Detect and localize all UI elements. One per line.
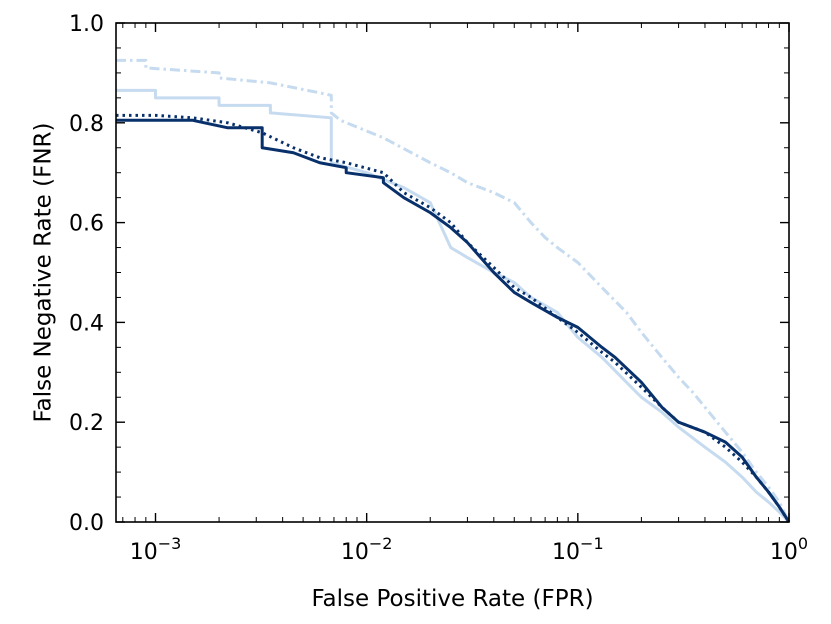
y-tick-label: 1.0	[69, 12, 104, 37]
series-line-dark-dotted	[116, 113, 791, 523]
y-tick-label: 0.0	[69, 511, 104, 536]
series-line-light-solid	[116, 88, 791, 524]
series-line-dark-solid	[116, 118, 791, 523]
series-layer	[116, 58, 791, 524]
y-tick-label: 0.8	[69, 112, 104, 137]
series-line-light-dashdot	[116, 58, 791, 523]
x-tick-label: 100	[770, 534, 808, 565]
x-tick-label: 10−3	[130, 534, 182, 565]
y-axis-label: False Negative Rate (FNR)	[31, 123, 57, 423]
y-tick-label: 0.2	[69, 411, 104, 436]
y-tick-label: 0.6	[69, 212, 104, 237]
x-axis-label: False Positive Rate (FPR)	[311, 586, 593, 612]
ticks-layer: 0.0 0.2 0.4 0.6 0.8 1.0 10−3 10−2 10−1 100	[69, 12, 808, 565]
y-tick-label: 0.4	[69, 311, 104, 336]
x-tick-label: 10−2	[341, 534, 393, 565]
x-tick-label: 10−1	[552, 534, 604, 565]
